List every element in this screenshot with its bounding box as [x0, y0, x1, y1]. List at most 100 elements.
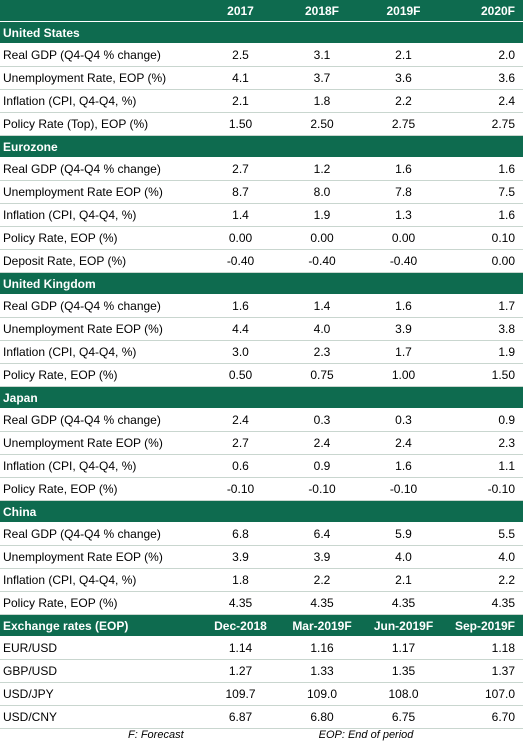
- row-label: GBP/USD: [0, 659, 200, 683]
- row-label: Inflation (CPI, Q4-Q4, %): [0, 340, 200, 364]
- value-cell: 6.75: [363, 705, 444, 729]
- value-cell: -0.40: [363, 249, 444, 273]
- value-cell: 1.7: [444, 294, 523, 318]
- table-row: USD/CNY 6.87 6.80 6.75 6.70: [0, 705, 523, 729]
- value-cell: 1.33: [281, 659, 363, 683]
- value-cell: 1.50: [444, 363, 523, 387]
- table-row: Policy Rate, EOP (%) 0.00 0.00 0.00 0.10: [0, 226, 523, 250]
- section-title: United States: [0, 21, 523, 44]
- value-cell: 2.7: [200, 157, 281, 181]
- value-cell: 7.8: [363, 180, 444, 204]
- table-row: Inflation (CPI, Q4-Q4, %) 2.1 1.8 2.2 2.4: [0, 89, 523, 113]
- value-cell: 4.35: [363, 591, 444, 615]
- value-cell: 2.75: [444, 112, 523, 136]
- section-title: Japan: [0, 386, 523, 409]
- value-cell: 0.75: [281, 363, 363, 387]
- value-cell: 2.1: [363, 568, 444, 592]
- value-cell: 6.8: [200, 522, 281, 546]
- row-label: Unemployment Rate EOP (%): [0, 317, 200, 341]
- header-cell-2019f: 2019F: [363, 0, 444, 22]
- section-title: Exchange rates (EOP): [0, 614, 200, 637]
- value-cell: 1.6: [363, 294, 444, 318]
- table-row: Policy Rate, EOP (%) -0.10 -0.10 -0.10 -0.10: [0, 477, 523, 501]
- value-cell: 3.6: [444, 66, 523, 90]
- table-footer: F: Forecast EOP: End of period: [0, 729, 523, 744]
- value-cell: 1.2: [281, 157, 363, 181]
- row-label: USD/CNY: [0, 705, 200, 729]
- value-cell: 0.9: [281, 454, 363, 478]
- value-cell: -0.10: [444, 477, 523, 501]
- value-cell: 1.9: [281, 203, 363, 227]
- value-cell: 1.3: [363, 203, 444, 227]
- section-header-united-states: United States: [0, 21, 523, 44]
- table-row: GBP/USD 1.27 1.33 1.35 1.37: [0, 659, 523, 683]
- fx-header-cell: Mar-2019F: [281, 614, 363, 637]
- value-cell: 2.2: [363, 89, 444, 113]
- forecast-note: F: Forecast: [128, 729, 184, 741]
- value-cell: 109.0: [281, 682, 363, 706]
- section-title: China: [0, 500, 523, 523]
- table-row: Inflation (CPI, Q4-Q4, %) 3.0 2.3 1.7 1.9: [0, 340, 523, 364]
- economic-forecast-table: 2017 2018F 2019F 2020F United States Real…: [0, 0, 523, 729]
- section-title: United Kingdom: [0, 272, 523, 295]
- row-label: Policy Rate (Top), EOP (%): [0, 112, 200, 136]
- header-cell-blank: [0, 0, 200, 22]
- table-row: Real GDP (Q4-Q4 % change) 2.4 0.3 0.3 0.9: [0, 408, 523, 432]
- value-cell: 1.17: [363, 636, 444, 660]
- table-row: Policy Rate, EOP (%) 4.35 4.35 4.35 4.35: [0, 591, 523, 615]
- value-cell: 2.3: [444, 431, 523, 455]
- value-cell: 3.9: [200, 545, 281, 569]
- value-cell: 1.6: [444, 203, 523, 227]
- row-label: Inflation (CPI, Q4-Q4, %): [0, 89, 200, 113]
- value-cell: 1.16: [281, 636, 363, 660]
- value-cell: 1.6: [200, 294, 281, 318]
- value-cell: 6.70: [444, 705, 523, 729]
- value-cell: 8.7: [200, 180, 281, 204]
- row-label: Real GDP (Q4-Q4 % change): [0, 294, 200, 318]
- row-label: Inflation (CPI, Q4-Q4, %): [0, 568, 200, 592]
- value-cell: 1.14: [200, 636, 281, 660]
- value-cell: 3.1: [281, 43, 363, 67]
- fx-header-cell: Dec-2018: [200, 614, 281, 637]
- value-cell: 1.18: [444, 636, 523, 660]
- value-cell: 0.9: [444, 408, 523, 432]
- value-cell: 1.50: [200, 112, 281, 136]
- row-label: Policy Rate, EOP (%): [0, 477, 200, 501]
- value-cell: 2.4: [444, 89, 523, 113]
- value-cell: 2.75: [363, 112, 444, 136]
- table-row: Inflation (CPI, Q4-Q4, %) 0.6 0.9 1.6 1.1: [0, 454, 523, 478]
- value-cell: -0.10: [200, 477, 281, 501]
- value-cell: 0.10: [444, 226, 523, 250]
- value-cell: 108.0: [363, 682, 444, 706]
- table-row: Unemployment Rate EOP (%) 3.9 3.9 4.0 4.0: [0, 545, 523, 569]
- value-cell: 0.3: [363, 408, 444, 432]
- value-cell: 3.8: [444, 317, 523, 341]
- value-cell: 5.9: [363, 522, 444, 546]
- value-cell: 2.1: [200, 89, 281, 113]
- row-label: Inflation (CPI, Q4-Q4, %): [0, 454, 200, 478]
- value-cell: 1.8: [200, 568, 281, 592]
- row-label: Unemployment Rate, EOP (%): [0, 66, 200, 90]
- value-cell: 4.0: [363, 545, 444, 569]
- row-label: Policy Rate, EOP (%): [0, 591, 200, 615]
- value-cell: 109.7: [200, 682, 281, 706]
- value-cell: 7.5: [444, 180, 523, 204]
- row-label: Deposit Rate, EOP (%): [0, 249, 200, 273]
- value-cell: 4.4: [200, 317, 281, 341]
- value-cell: 4.35: [444, 591, 523, 615]
- section-header-japan: Japan: [0, 386, 523, 409]
- value-cell: 2.4: [281, 431, 363, 455]
- value-cell: 2.2: [444, 568, 523, 592]
- row-label: Real GDP (Q4-Q4 % change): [0, 408, 200, 432]
- table-row: Inflation (CPI, Q4-Q4, %) 1.4 1.9 1.3 1.6: [0, 203, 523, 227]
- value-cell: 0.00: [200, 226, 281, 250]
- value-cell: 1.27: [200, 659, 281, 683]
- value-cell: 4.1: [200, 66, 281, 90]
- value-cell: 2.7: [200, 431, 281, 455]
- value-cell: 2.2: [281, 568, 363, 592]
- value-cell: 107.0: [444, 682, 523, 706]
- value-cell: 1.37: [444, 659, 523, 683]
- table-row: Deposit Rate, EOP (%) -0.40 -0.40 -0.40 0.00: [0, 249, 523, 273]
- header-cell-2018f: 2018F: [281, 0, 363, 22]
- header-cell-2017: 2017: [200, 0, 281, 22]
